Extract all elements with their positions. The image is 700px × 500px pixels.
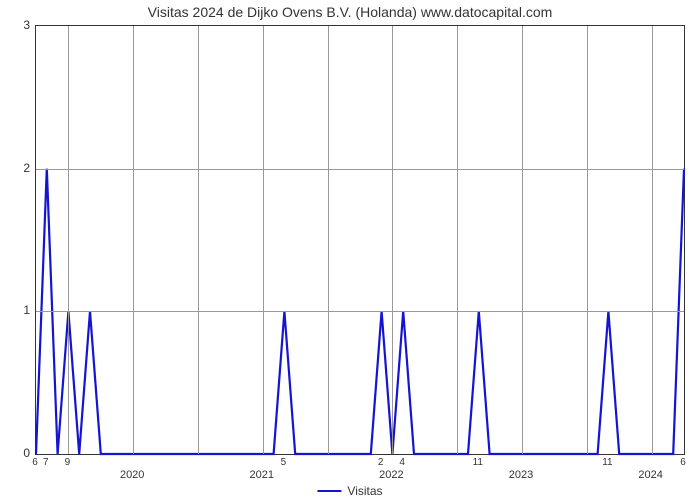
gridline-vertical [263,26,264,454]
xtick-sub: 6 [680,457,686,468]
chart-container: Visitas 2024 de Dijko Ovens B.V. (Holand… [0,0,700,500]
xtick-sub: 11 [602,457,612,468]
xtick-sub: 7 [43,457,49,468]
xtick-sub: 4 [399,457,405,468]
legend-label: Visitas [347,484,382,498]
gridline-vertical [68,26,69,454]
xtick-sub: 5 [281,457,287,468]
xtick-sub: 6 [32,457,38,468]
ytick-label: 2 [10,161,30,175]
ytick-label: 0 [10,446,30,460]
gridline-vertical [652,26,653,454]
xtick-sub: 11 [473,457,483,468]
xtick-year: 2022 [379,469,403,481]
gridline-vertical [133,26,134,454]
xtick-year: 2023 [509,469,533,481]
legend-swatch [317,490,341,492]
plot-area [35,25,685,455]
gridline-vertical [587,26,588,454]
gridline-vertical [457,26,458,454]
xtick-sub: 2 [378,457,384,468]
ytick-label: 3 [10,18,30,32]
ytick-label: 1 [10,303,30,317]
gridline-vertical [522,26,523,454]
xtick-year: 2020 [120,469,144,481]
gridline-vertical [392,26,393,454]
xtick-year: 2021 [250,469,274,481]
xtick-sub: 9 [65,457,71,468]
chart-title: Visitas 2024 de Dijko Ovens B.V. (Holand… [0,4,700,20]
gridline-vertical [328,26,329,454]
gridline-horizontal [36,311,684,312]
legend: Visitas [317,484,382,498]
gridline-vertical [198,26,199,454]
xtick-year: 2024 [638,469,662,481]
gridline-horizontal [36,169,684,170]
